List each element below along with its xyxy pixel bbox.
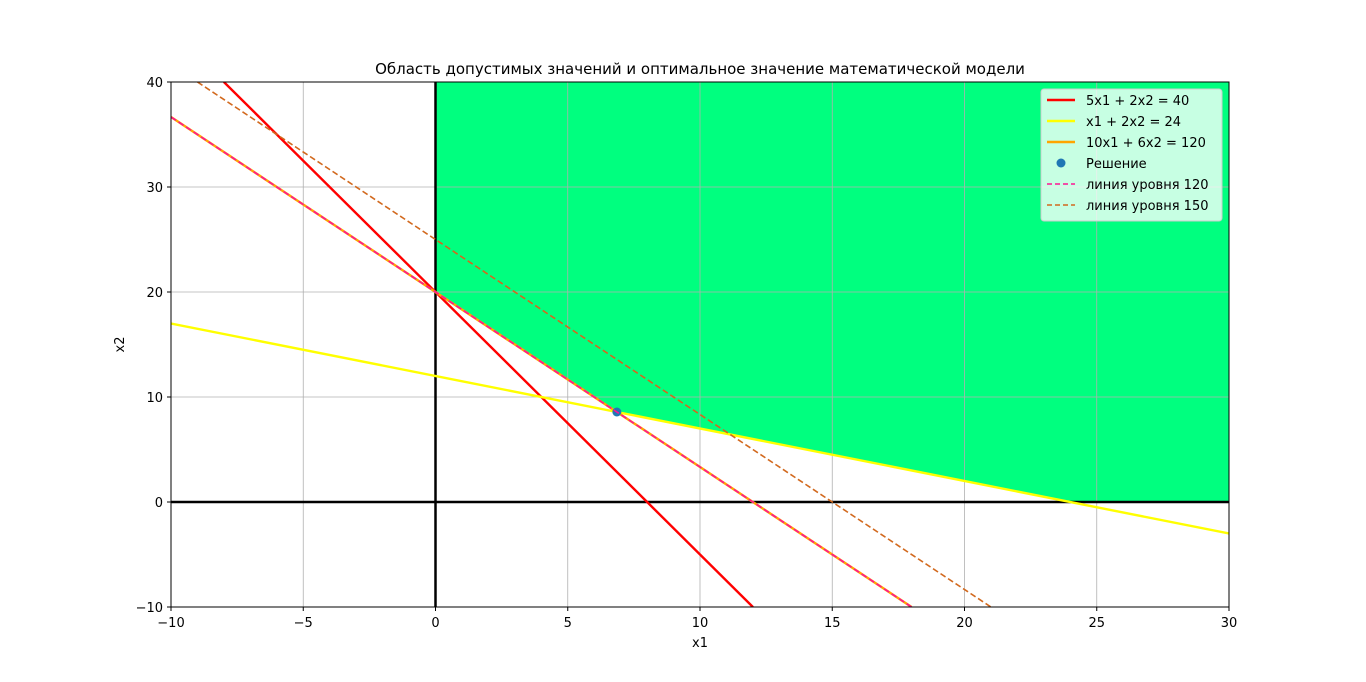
chart-title: Область допустимых значений и оптимально… xyxy=(375,60,1025,78)
legend-label-1: x1 + 2x2 = 24 xyxy=(1086,115,1181,130)
legend-marker-3 xyxy=(1056,158,1066,168)
x-tick-label: 25 xyxy=(1088,616,1105,631)
x-axis-label: x1 xyxy=(692,636,708,651)
series-line-5 xyxy=(197,82,992,607)
legend-label-4: линия уровня 120 xyxy=(1086,178,1208,193)
y-tick-label: −10 xyxy=(136,601,163,616)
legend-label-5: линия уровня 150 xyxy=(1086,199,1208,214)
x-tick-label: 15 xyxy=(824,616,841,631)
legend-label-3: Решение xyxy=(1086,157,1147,172)
x-tick-label: 5 xyxy=(564,616,572,631)
x-tick-label: −5 xyxy=(294,616,313,631)
series-line-0 xyxy=(223,82,754,607)
series-layer xyxy=(171,82,1229,607)
legend: 5x1 + 2x2 = 40 x1 + 2x2 = 24 10x1 + 6x2 = … xyxy=(1040,88,1223,222)
x-tick-label: 0 xyxy=(431,616,439,631)
x-tick-label: 20 xyxy=(956,616,973,631)
ticks-layer: −10 −5 0 5 10 15 20 25 30 −10 0 10 20 30 40 xyxy=(136,76,1238,631)
y-tick-label: 30 xyxy=(146,181,163,196)
legend-label-0: 5x1 + 2x2 = 40 xyxy=(1086,94,1189,109)
x-tick-label: 10 xyxy=(692,616,709,631)
series-line-1 xyxy=(171,322,1229,535)
x-tick-label: −10 xyxy=(157,616,184,631)
legend-label-2: 10x1 + 6x2 = 120 xyxy=(1086,136,1206,151)
y-tick-label: 20 xyxy=(146,286,163,301)
y-tick-label: 0 xyxy=(155,496,163,511)
axes-lines-layer xyxy=(171,82,1229,607)
x-tick-label: 30 xyxy=(1221,616,1238,631)
y-axis-label: x2 xyxy=(113,337,128,353)
legend-box xyxy=(1040,88,1223,222)
series-line-4 xyxy=(171,116,913,607)
y-tick-label: 10 xyxy=(146,391,163,406)
y-tick-label: 40 xyxy=(146,76,163,91)
